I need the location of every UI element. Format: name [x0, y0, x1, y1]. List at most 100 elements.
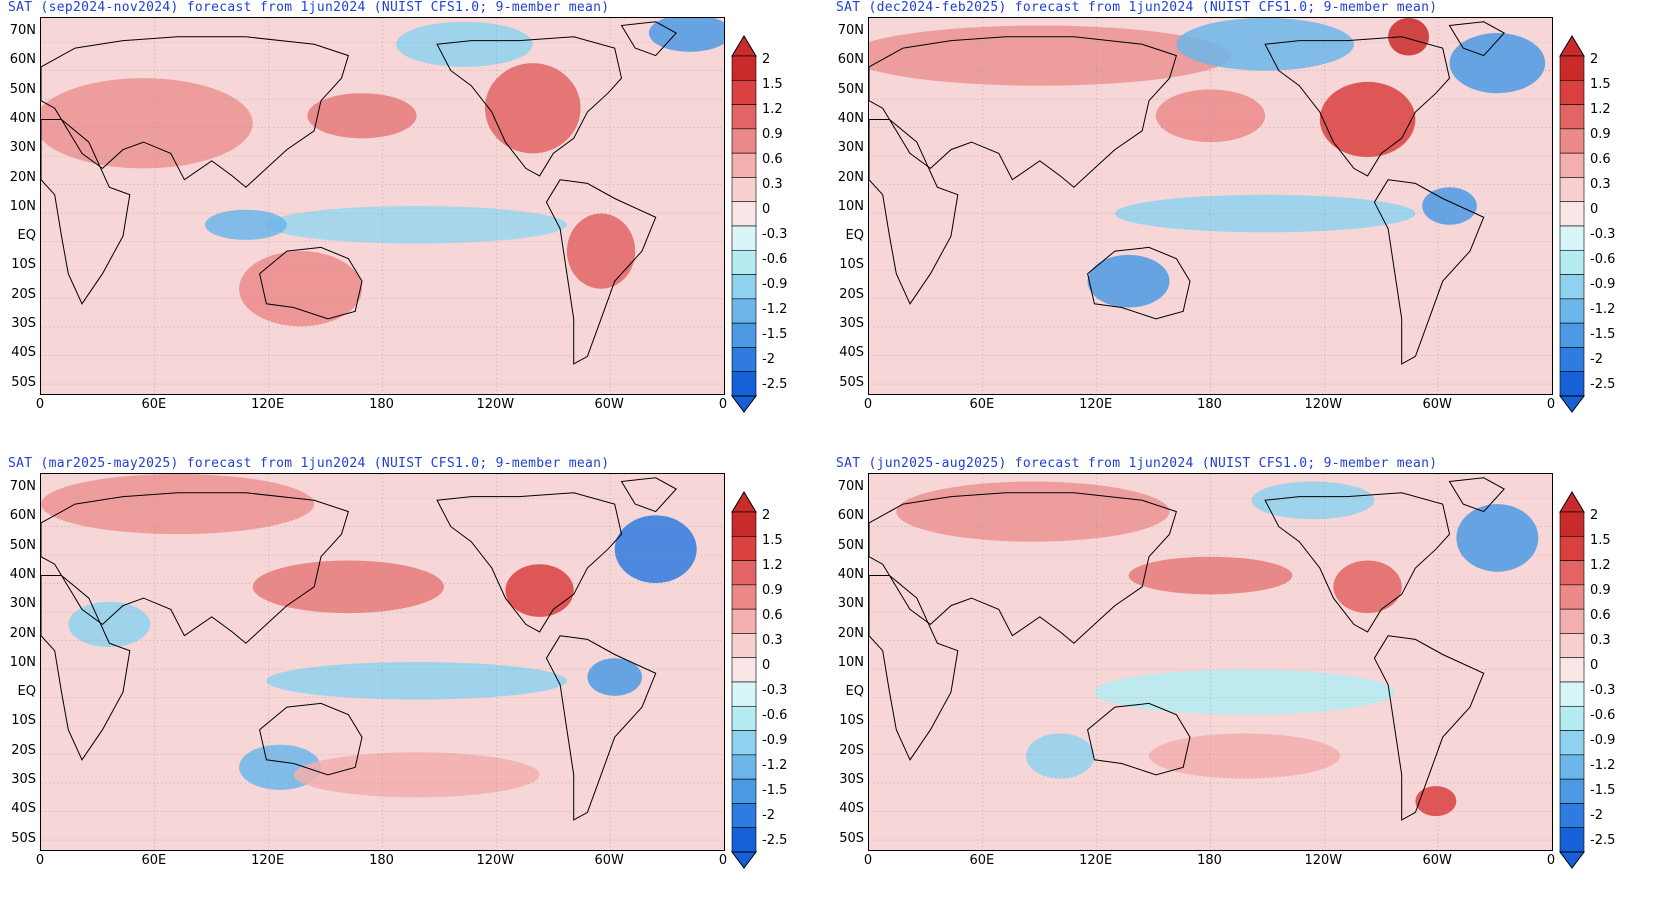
anomaly-region — [396, 21, 533, 67]
anomaly-region — [1251, 481, 1375, 520]
latitude-label: 10S — [839, 713, 864, 729]
colorbar-label: 0 — [1590, 202, 1599, 217]
colorbar-swatch — [1559, 55, 1585, 81]
latitude-label: 50S — [11, 374, 36, 390]
longitude-label: 0 — [718, 397, 728, 412]
colorbar-label: -0.9 — [762, 277, 788, 292]
coastline — [259, 702, 363, 776]
colorbar-label: -2 — [1590, 352, 1603, 367]
colorbar-label: -2.5 — [1590, 377, 1616, 392]
colorbar-swatch — [731, 560, 757, 586]
colorbar-swatch — [731, 79, 757, 105]
colorbar-swatch — [731, 225, 757, 251]
longitude-label: 0 — [1546, 853, 1556, 868]
coastline — [436, 36, 623, 177]
colorbar-label: 2 — [762, 52, 771, 67]
colorbar-label: 0.9 — [762, 127, 783, 142]
colorbar-label: 1.5 — [762, 77, 783, 92]
colorbar-swatch — [731, 177, 757, 203]
colorbar-label: 1.2 — [1590, 558, 1611, 573]
coastline — [545, 179, 657, 365]
latitude-label: 70N — [9, 23, 36, 38]
colorbar-label: -0.9 — [762, 733, 788, 748]
panel-title: SAT (dec2024-feb2025) forecast from 1jun… — [836, 0, 1438, 15]
latitude-label: 40S — [839, 801, 864, 817]
colorbar-label: 0.9 — [762, 583, 783, 598]
colorbar-label: 0 — [762, 658, 771, 673]
colorbar-swatch — [731, 827, 757, 853]
latitude-label: 10N — [9, 654, 36, 670]
colorbar-swatch — [731, 754, 757, 780]
colorbar-label: 1.2 — [762, 558, 783, 573]
colorbar-label: 0.3 — [1590, 633, 1611, 648]
longitude-label: 180 — [1197, 853, 1222, 868]
colorbar — [1559, 35, 1585, 413]
anomaly-map — [40, 473, 725, 851]
map-panel: SAT (sep2024-nov2024) forecast from 1jun… — [0, 0, 828, 444]
anomaly-region — [266, 662, 567, 700]
colorbar-label: -0.3 — [1590, 227, 1616, 242]
colorbar-label: -0.3 — [1590, 683, 1616, 698]
colorbar-min-arrow — [731, 395, 757, 413]
coastline — [869, 575, 959, 761]
colorbar-label: 2 — [1590, 508, 1599, 523]
anomaly-region — [614, 515, 697, 584]
colorbar-swatch — [1559, 79, 1585, 105]
colorbar-swatch — [1559, 298, 1585, 324]
latitude-label: 50N — [9, 81, 36, 97]
colorbar-swatch — [731, 104, 757, 130]
anomaly-region — [869, 25, 1231, 86]
latitude-label: 10N — [837, 654, 864, 670]
colorbar-swatch — [731, 778, 757, 804]
longitude-label: 0 — [1546, 397, 1556, 412]
colorbar-swatch — [731, 249, 757, 275]
coastline — [545, 635, 657, 821]
colorbar-label: 0.3 — [762, 177, 783, 192]
latitude-label: 40S — [11, 801, 36, 817]
longitude-label: 60E — [141, 397, 167, 412]
colorbar-swatch — [731, 347, 757, 373]
latitude-label: 30N — [837, 596, 864, 612]
colorbar-swatch — [1559, 657, 1585, 683]
colorbar-label: -1.2 — [762, 302, 788, 317]
latitude-label: 60N — [837, 508, 864, 524]
latitude-label: 30S — [839, 316, 864, 331]
colorbar-swatch — [1559, 201, 1585, 227]
panel-title: SAT (sep2024-nov2024) forecast from 1jun… — [8, 0, 610, 15]
colorbar-min-arrow — [1559, 851, 1585, 869]
colorbar-swatch — [1559, 128, 1585, 154]
colorbar-label: -1.2 — [762, 758, 788, 773]
colorbar-swatch — [731, 608, 757, 634]
latitude-label: 50N — [837, 81, 864, 97]
latitude-label: 60N — [9, 508, 36, 524]
coastline — [869, 492, 1178, 644]
colorbar-max-arrow — [731, 491, 757, 513]
colorbar-swatch — [1559, 104, 1585, 130]
latitude-label: 30S — [839, 772, 864, 787]
coastline — [1448, 477, 1505, 513]
colorbar-swatch — [1559, 608, 1585, 634]
colorbar-swatch — [1559, 803, 1585, 829]
latitude-label: 50S — [11, 830, 36, 846]
colorbar-swatch — [731, 535, 757, 561]
colorbar-swatch — [1559, 754, 1585, 780]
anomaly-region — [1456, 504, 1539, 572]
coastline — [1264, 492, 1451, 633]
latitude-label: EQ — [845, 228, 864, 244]
colorbar-label: -0.9 — [1590, 277, 1616, 292]
colorbar-label: -2.5 — [762, 833, 788, 848]
colorbar-min-arrow — [1559, 395, 1585, 413]
latitude-label: EQ — [845, 684, 864, 700]
longitude-label: 60E — [969, 853, 995, 868]
latitude-label: 20N — [837, 169, 864, 185]
anomaly-region — [1155, 89, 1266, 143]
coastline — [1373, 179, 1485, 365]
anomaly-region — [566, 213, 636, 289]
panel-title: SAT (mar2025-may2025) forecast from 1jun… — [8, 456, 610, 471]
longitude-label: 120E — [1079, 853, 1113, 868]
latitude-label: 40S — [11, 345, 36, 361]
latitude-label: 10S — [11, 713, 36, 729]
colorbar-label: -0.9 — [1590, 733, 1616, 748]
colorbar-swatch — [731, 657, 757, 683]
map-panel: SAT (jun2025-aug2025) forecast from 1jun… — [828, 456, 1656, 900]
